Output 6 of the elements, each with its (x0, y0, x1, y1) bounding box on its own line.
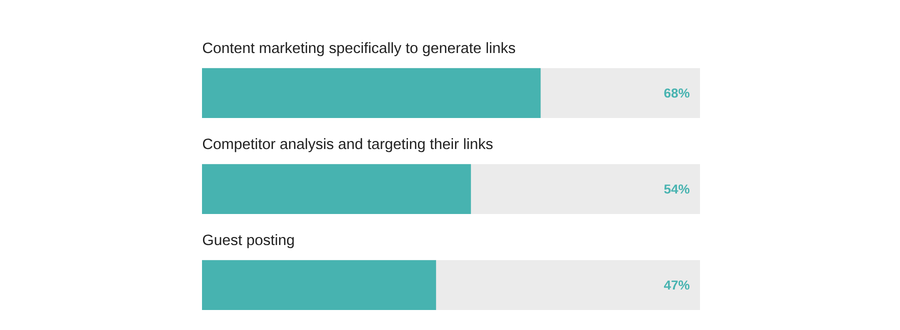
data-label: 47% (664, 280, 690, 290)
y-tick-label: Guest posting (202, 234, 294, 248)
y-tick-label: Content marketing specifically to generate links (202, 42, 516, 56)
y-tick-label: Competitor analysis and targeting their links (202, 138, 493, 152)
data-label: 54% (664, 184, 690, 194)
data-label: 68% (664, 88, 690, 98)
